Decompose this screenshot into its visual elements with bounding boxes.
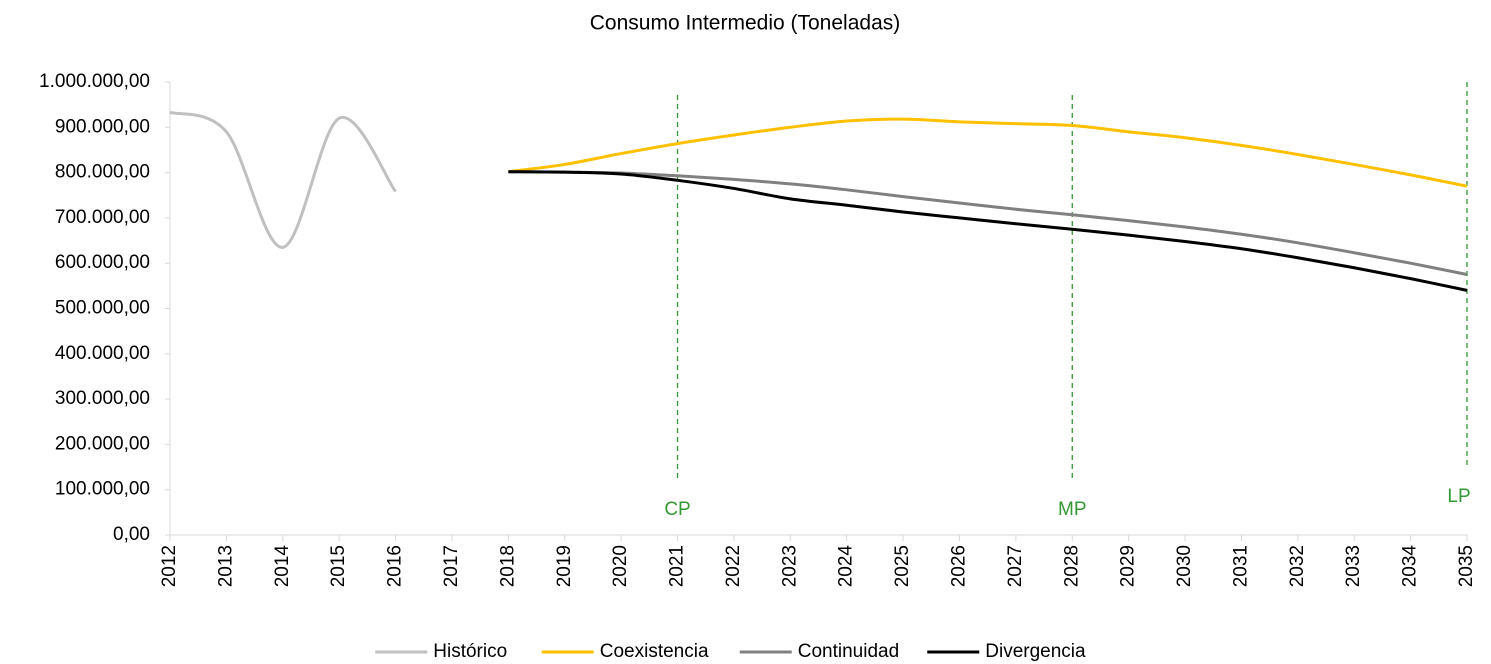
x-tick-label: 2032 <box>1287 545 1308 587</box>
series-line <box>508 170 1468 276</box>
y-tick-label: 200.000,00 <box>55 433 150 454</box>
x-tick-label: 2013 <box>215 545 236 587</box>
x-tick-label: 2017 <box>441 545 462 587</box>
legend-label: Continuidad <box>798 641 899 662</box>
x-tick-label: 2025 <box>892 545 913 587</box>
y-tick-label: 100.000,00 <box>55 479 150 500</box>
y-tick-label: 400.000,00 <box>55 343 150 364</box>
x-tick-label: 2015 <box>328 545 349 587</box>
y-tick-label: 600.000,00 <box>55 252 150 273</box>
y-tick-label: 700.000,00 <box>55 207 150 228</box>
marker-label: CP <box>664 499 690 520</box>
series-line <box>508 117 1468 188</box>
legend-label: Histórico <box>433 641 507 662</box>
y-tick-label: 300.000,00 <box>55 388 150 409</box>
x-tick-label: 2030 <box>1174 545 1195 587</box>
legend-label: Divergencia <box>985 641 1086 662</box>
y-tick-label: 1.000.000,00 <box>39 71 150 92</box>
x-tick-label: 2019 <box>554 545 575 587</box>
x-tick-label: 2014 <box>272 545 293 588</box>
x-tick-label: 2022 <box>723 545 744 587</box>
x-tick-label: 2018 <box>497 545 518 587</box>
y-tick-label: 900.000,00 <box>55 116 150 137</box>
marker-label: LP <box>1447 486 1470 507</box>
x-tick-label: 2020 <box>610 545 631 587</box>
y-tick-label: 0,00 <box>113 524 150 545</box>
legend-label: Coexistencia <box>600 641 709 662</box>
x-tick-label: 2026 <box>948 545 969 587</box>
x-tick-label: 2024 <box>836 545 857 588</box>
x-tick-label: 2033 <box>1343 545 1364 587</box>
x-tick-label: 2012 <box>159 545 180 587</box>
marker-label: MP <box>1058 499 1087 520</box>
x-tick-label: 2027 <box>1005 545 1026 587</box>
chart-title: Consumo Intermedio (Toneladas) <box>590 12 901 35</box>
x-tick-label: 2029 <box>1118 545 1139 587</box>
legend: Histórico Coexistencia Continuidad Divergen… <box>375 641 1086 662</box>
x-tick-label: 2034 <box>1400 545 1421 588</box>
series-line <box>508 170 1468 292</box>
x-tick-label: 2021 <box>667 545 688 587</box>
y-tick-label: 800.000,00 <box>55 162 150 183</box>
series-line <box>169 110 397 249</box>
y-tick-label: 500.000,00 <box>55 298 150 319</box>
x-tick-label: 2031 <box>1230 545 1251 587</box>
x-tick-label: 2016 <box>385 545 406 587</box>
x-tick-label: 2028 <box>1061 545 1082 587</box>
x-tick-label: 2035 <box>1456 545 1477 587</box>
x-tick-label: 2023 <box>779 545 800 587</box>
